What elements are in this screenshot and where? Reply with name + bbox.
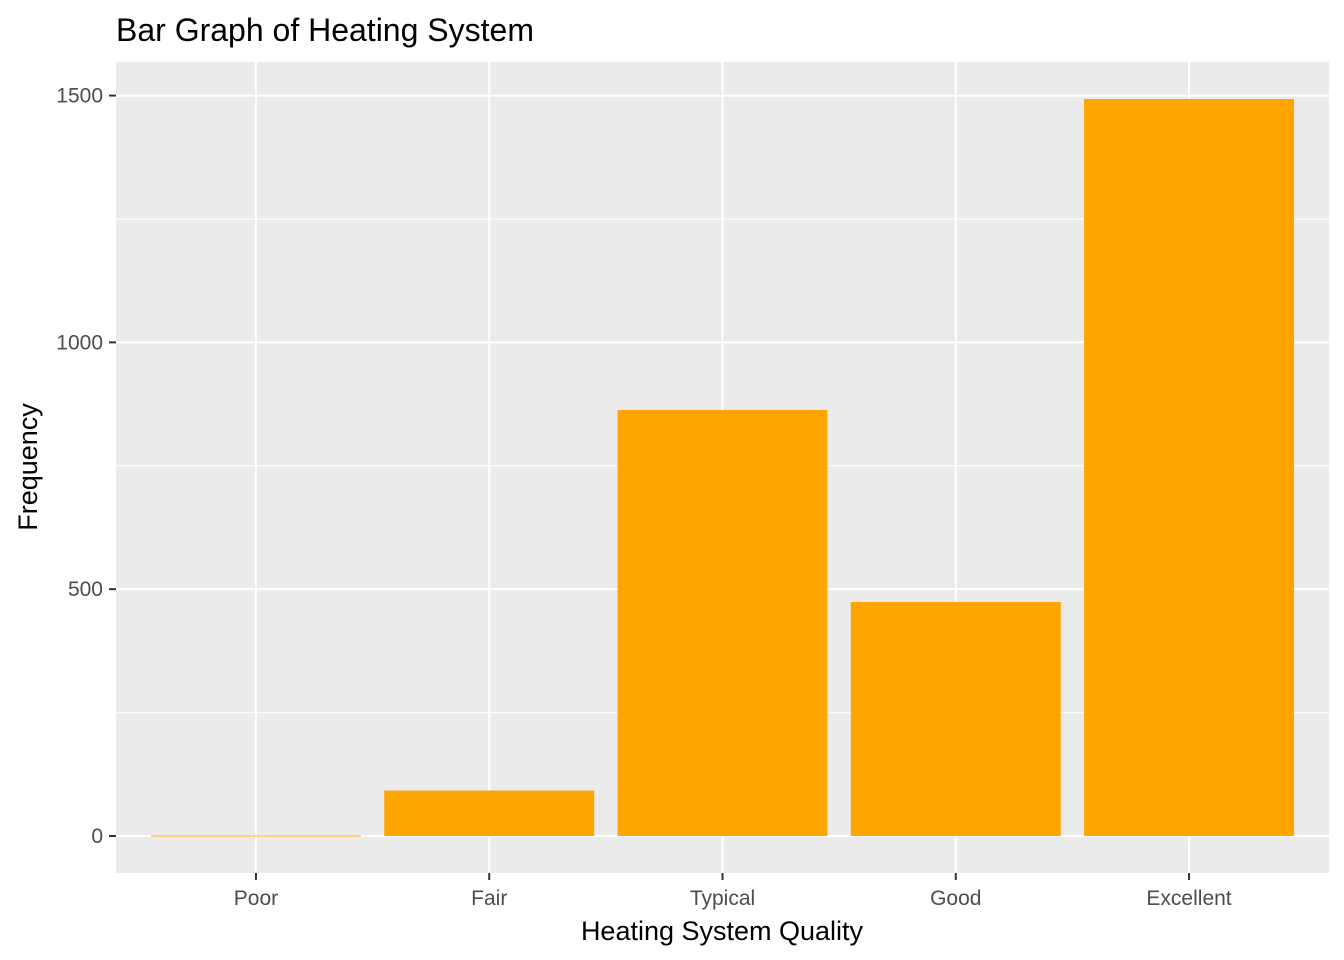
- bar-fair: [384, 790, 595, 836]
- y-axis: 0 500 1000 1500: [56, 85, 116, 848]
- bars: [150, 99, 1295, 837]
- y-tick-label: 500: [68, 578, 103, 601]
- x-tick-label: Excellent: [1146, 887, 1231, 910]
- y-tick-label: 0: [91, 825, 103, 848]
- bar-poor: [150, 835, 361, 837]
- chart-title: Bar Graph of Heating System: [116, 12, 534, 48]
- x-axis: Poor Fair Typical Good Excellent: [234, 873, 1232, 910]
- x-tick-label: Fair: [471, 887, 507, 910]
- x-tick-label: Typical: [690, 887, 755, 910]
- x-tick-label: Good: [930, 887, 981, 910]
- y-axis-title: Frequency: [13, 403, 43, 531]
- bar-typical: [617, 409, 828, 836]
- x-tick-label: Poor: [234, 887, 278, 910]
- bar-excellent: [1084, 99, 1295, 836]
- y-tick-label: 1000: [56, 331, 103, 354]
- x-axis-title: Heating System Quality: [581, 916, 864, 946]
- y-tick-label: 1500: [56, 85, 103, 108]
- bar-good: [850, 602, 1061, 836]
